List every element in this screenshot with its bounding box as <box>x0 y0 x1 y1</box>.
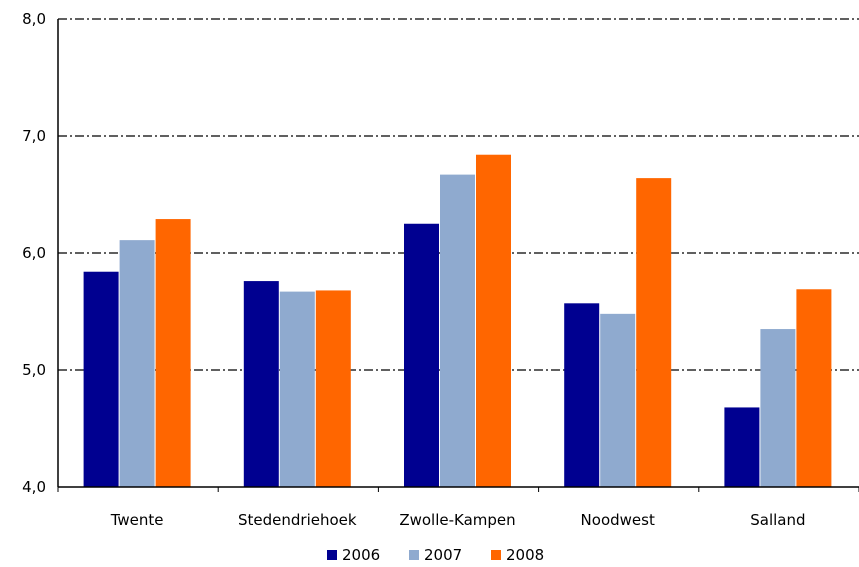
y-tick-label: 8,0 <box>22 10 46 28</box>
x-category-label: Noodwest <box>581 511 655 529</box>
bar-2006-3 <box>564 303 600 487</box>
y-tick-label: 6,0 <box>22 244 46 262</box>
x-category-label: Zwolle-Kampen <box>399 511 515 529</box>
bar-2006-1 <box>243 281 279 487</box>
bar-2008-0 <box>155 219 191 487</box>
bar-2006-4 <box>724 407 760 487</box>
legend-label-2006: 2006 <box>342 546 380 564</box>
y-tick-label: 7,0 <box>22 127 46 145</box>
legend-swatch-2008 <box>491 550 501 560</box>
bar-2007-1 <box>279 291 315 487</box>
bar-2007-0 <box>119 240 155 487</box>
y-tick-label: 5,0 <box>22 361 46 379</box>
legend: 2006 2007 2008 <box>327 546 544 564</box>
bar-2008-1 <box>315 290 351 487</box>
bar-2008-2 <box>476 154 511 487</box>
bar-2008-4 <box>796 289 832 487</box>
y-axis-ticks: 4,0 5,0 6,0 7,0 8,0 <box>22 10 46 496</box>
bar-2007-2 <box>440 174 475 488</box>
bars <box>83 154 832 488</box>
gridlines <box>58 18 859 371</box>
x-category-label: Twente <box>110 511 164 529</box>
y-tick-label: 4,0 <box>22 478 46 496</box>
legend-label-2008: 2008 <box>506 546 544 564</box>
bar-2008-3 <box>636 178 672 487</box>
x-axis-categories: Twente Stedendriehoek Zwolle-Kampen Noodwes… <box>110 511 806 529</box>
legend-swatch-2006 <box>327 550 337 560</box>
bar-2007-3 <box>600 313 636 487</box>
legend-swatch-2007 <box>409 550 419 560</box>
axes <box>57 19 859 492</box>
bar-2006-0 <box>83 271 119 487</box>
bar-2006-2 <box>404 223 439 487</box>
x-category-label: Stedendriehoek <box>238 511 357 529</box>
legend-label-2007: 2007 <box>424 546 462 564</box>
bar-2007-4 <box>760 329 796 487</box>
x-category-label: Salland <box>750 511 805 529</box>
